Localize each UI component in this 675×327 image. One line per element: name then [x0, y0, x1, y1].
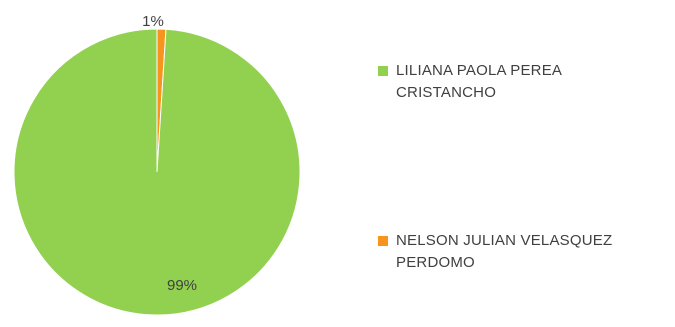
legend-swatch-liliana — [378, 66, 388, 76]
legend-label-nelson-line2: PERDOMO — [396, 254, 475, 271]
legend-swatch-nelson — [378, 236, 388, 246]
data-label-nelson: 1% — [142, 13, 164, 30]
data-label-liliana: 99% — [167, 277, 197, 294]
legend-label-liliana-line2: CRISTANCHO — [396, 84, 497, 101]
legend-item-nelson: NELSON JULIAN VELASQUEZ PERDOMO — [378, 230, 668, 274]
legend-item-liliana: LILIANA PAOLA PEREA CRISTANCHO — [378, 60, 668, 104]
pie-slice-liliana — [13, 28, 301, 316]
chart-legend: LILIANA PAOLA PEREA CRISTANCHO NELSON JU… — [378, 60, 668, 274]
legend-label-liliana-line1: LILIANA PAOLA PEREA — [396, 62, 563, 79]
legend-label-nelson-line1: NELSON JULIAN VELASQUEZ — [396, 232, 613, 249]
